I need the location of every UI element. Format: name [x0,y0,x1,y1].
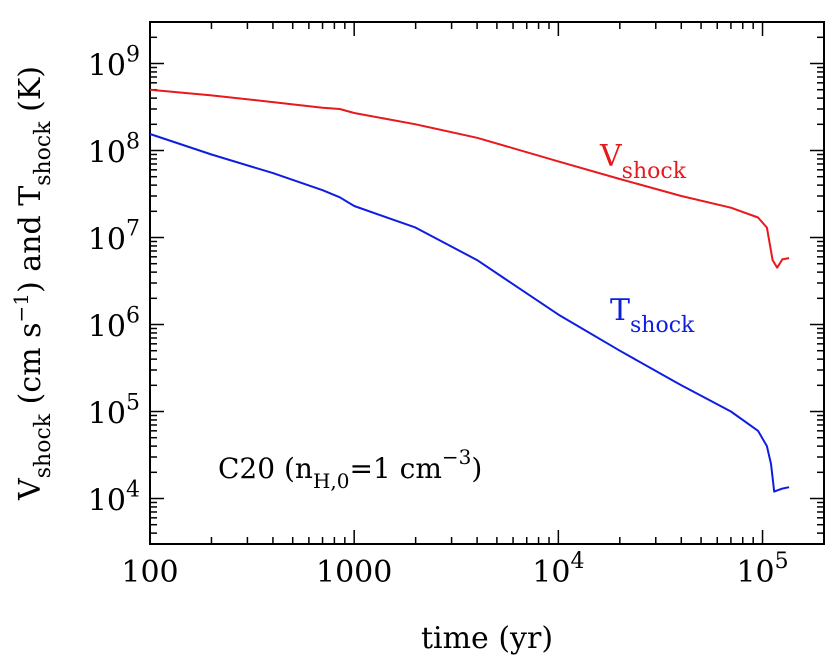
x-tick-label: 104 [532,549,584,590]
y-axis-label: Vshock (cm s−1) and Tshock (K) [9,66,56,501]
tick-labels: 100 1000 104 105 104 105 106 107 108 109 [88,43,789,590]
x-tick-label: 1000 [316,555,392,590]
series-label-tshock: Tshock [610,293,695,338]
y-tick-label: 104 [88,478,140,519]
x-tick-label: 100 [121,555,178,590]
y-tick-label: 107 [88,217,140,258]
x-axis-label: time (yr) [421,621,553,656]
y-tick-label: 105 [88,391,140,432]
series-lines [149,88,790,493]
y-tick-label: 109 [88,43,140,84]
series-label-vshock: Vshock [599,139,687,184]
y-tick-label: 108 [88,130,140,171]
y-tick-label: 106 [88,304,140,345]
x-tick-label: 105 [736,549,788,590]
ticks [149,21,825,545]
series-line-vshock [149,88,790,269]
model-annotation: C20 (nH,0=1 cm−3) [218,445,482,493]
series-line-tshock [149,133,790,493]
